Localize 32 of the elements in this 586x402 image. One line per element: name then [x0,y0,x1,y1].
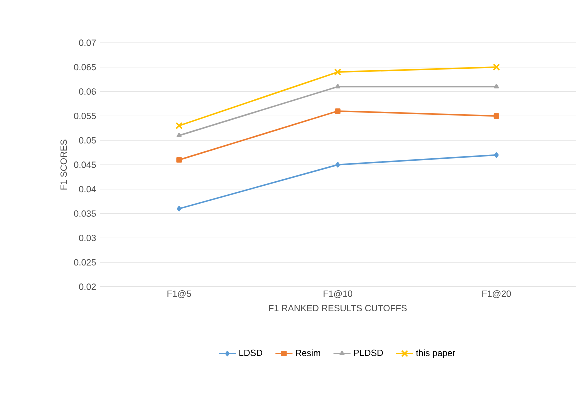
y-tick-label: 0.065 [74,64,96,71]
point [177,206,182,212]
point [494,152,499,158]
y-axis-title: F1 SCORES [60,140,68,190]
x-tick-label: F1@20 [482,290,512,298]
y-tick-label: 0.045 [74,162,96,168]
point [176,157,182,163]
legend-label: LDSD [240,350,262,356]
legend-label: Resim [296,350,320,356]
point [176,132,182,138]
y-tick-label: 0.03 [79,235,96,242]
point [494,113,500,119]
point [334,68,342,76]
point [176,122,183,130]
y-tick-label: 0.04 [79,186,96,193]
x-tick-label: F1@5 [168,290,192,298]
x-tick-label: F1@10 [324,290,352,298]
x-axis-title: F1 RANKED RESULTS CUTOFFS [269,305,407,312]
point [335,108,341,114]
y-tick-label: 0.05 [79,137,96,144]
legend-label: this paper [416,350,456,358]
y-tick-label: 0.025 [74,259,96,266]
y-tick-label: 0.07 [79,40,96,46]
point [336,162,340,168]
y-tick-label: 0.055 [74,113,96,120]
point [493,64,500,71]
y-tick-label: 0.02 [79,284,96,290]
legend-label: PLDSD [354,350,384,356]
y-tick-label: 0.06 [79,88,96,95]
y-tick-label: 0.035 [74,210,96,217]
point [494,84,500,89]
point [336,84,340,89]
